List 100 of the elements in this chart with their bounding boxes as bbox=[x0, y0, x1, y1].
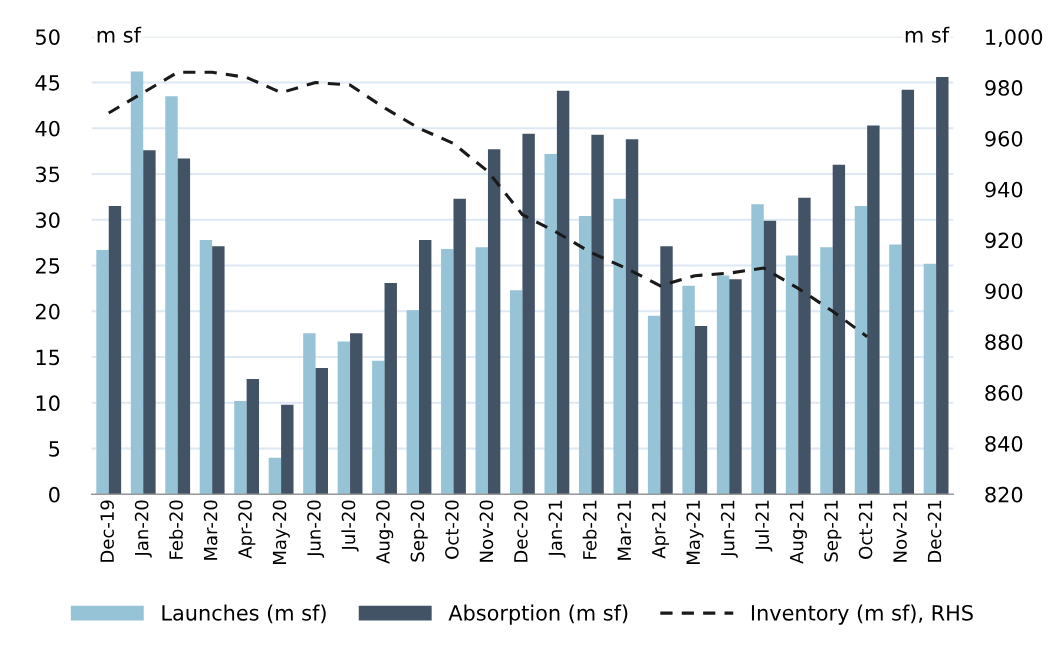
legend-label: Launches (m sf) bbox=[162, 604, 326, 624]
bar bbox=[936, 77, 949, 495]
legend-label: Absorption (m sf) bbox=[448, 604, 628, 625]
x-tick-label: Feb-21 bbox=[582, 500, 597, 559]
bar bbox=[487, 149, 501, 495]
bar bbox=[303, 333, 316, 495]
x-tick-label: Aug-20 bbox=[376, 500, 394, 564]
bar bbox=[510, 290, 523, 495]
x-tick-label: Jan-21 bbox=[548, 500, 566, 558]
bar bbox=[820, 247, 833, 495]
bar bbox=[315, 368, 328, 495]
x-tick-label: Apr-21 bbox=[651, 500, 670, 559]
bar bbox=[694, 325, 708, 495]
bar bbox=[682, 285, 695, 495]
y2-tick-label: 860 bbox=[985, 385, 1023, 401]
y2-tick-label: 960 bbox=[985, 130, 1023, 147]
bar bbox=[647, 315, 661, 495]
y2-tick-label: 920 bbox=[985, 232, 1023, 249]
bar bbox=[212, 246, 225, 495]
x-tick-label: Oct-21 bbox=[858, 500, 873, 559]
bar bbox=[281, 404, 294, 495]
bar bbox=[889, 244, 902, 495]
x-tick-label: Feb-20 bbox=[168, 500, 183, 559]
line-series bbox=[107, 70, 869, 339]
x-tick-label: Dec-19 bbox=[100, 500, 114, 562]
bar bbox=[372, 360, 385, 495]
bar bbox=[350, 333, 363, 495]
bar bbox=[453, 198, 466, 495]
bar bbox=[729, 279, 742, 495]
y-tick-label: 25 bbox=[35, 257, 60, 274]
x-tick-label: Mar-20 bbox=[203, 500, 218, 560]
y2-tick-label: 840 bbox=[985, 435, 1023, 452]
bar bbox=[660, 246, 673, 495]
y2-tick-label: 1,000 bbox=[986, 29, 1043, 48]
bar bbox=[419, 239, 432, 495]
y-tick-label: 30 bbox=[36, 212, 60, 228]
x-tick-label: Mar-21 bbox=[617, 500, 632, 560]
bar bbox=[522, 133, 535, 495]
y2-tick-label: 940 bbox=[985, 181, 1023, 198]
bar bbox=[544, 153, 557, 495]
bar bbox=[96, 249, 109, 495]
x-tick-label: Nov-21 bbox=[893, 500, 907, 562]
bar bbox=[923, 263, 937, 495]
annotation: m sf bbox=[905, 26, 950, 43]
bar bbox=[199, 239, 213, 495]
bar bbox=[556, 90, 570, 495]
bar bbox=[177, 158, 191, 495]
bar bbox=[591, 134, 604, 495]
y-tick-label: 10 bbox=[36, 395, 60, 412]
bar bbox=[832, 164, 846, 495]
bar bbox=[108, 206, 122, 495]
y-tick-label: 35 bbox=[36, 166, 60, 183]
x-tick-label: Dec-21 bbox=[927, 500, 942, 562]
bar bbox=[798, 197, 811, 495]
bar bbox=[625, 139, 639, 495]
x-tick-label: Dec-20 bbox=[514, 500, 528, 562]
x-tick-label: Apr-20 bbox=[238, 500, 256, 559]
x-tick-label: Aug-21 bbox=[789, 500, 807, 564]
bar bbox=[716, 275, 730, 495]
y-tick-label: 40 bbox=[35, 120, 60, 137]
bar bbox=[165, 96, 178, 495]
bar bbox=[854, 206, 868, 495]
x-tick-label: Sep-20 bbox=[410, 500, 428, 562]
bar bbox=[613, 198, 626, 495]
legend-label: Inventory (m sf), RHS bbox=[751, 604, 973, 625]
bar bbox=[785, 255, 799, 495]
y-tick-label: 0 bbox=[49, 486, 60, 503]
y-tick-label: 15 bbox=[36, 349, 60, 366]
bar bbox=[384, 282, 397, 495]
y2-tick-label: 880 bbox=[985, 334, 1023, 350]
bar bbox=[246, 379, 260, 495]
y-tick-label: 5 bbox=[49, 441, 60, 457]
x-tick-label: Jun-20 bbox=[307, 500, 325, 558]
x-tick-label: Jun-21 bbox=[720, 500, 738, 558]
x-tick-label: May-21 bbox=[686, 500, 704, 564]
bar bbox=[901, 89, 915, 495]
annotation: m sf bbox=[97, 26, 142, 43]
bar bbox=[867, 125, 880, 495]
x-tick-label: Nov-20 bbox=[479, 500, 494, 562]
bar bbox=[751, 204, 764, 495]
bar bbox=[406, 310, 419, 495]
bar bbox=[441, 249, 454, 495]
y-tick-label: 50 bbox=[36, 29, 60, 45]
x-tick-label: Jul-21 bbox=[755, 500, 773, 552]
bar bbox=[143, 150, 156, 495]
y2-tick-label: 980 bbox=[985, 80, 1023, 96]
x-tick-label: Oct-20 bbox=[445, 500, 459, 559]
y-tick-label: 45 bbox=[35, 75, 60, 91]
x-tick-label: Jan-20 bbox=[134, 500, 152, 558]
x-tick-label: Sep-21 bbox=[824, 500, 842, 562]
x-tick-label: May-20 bbox=[272, 500, 290, 564]
y2-tick-label: 900 bbox=[985, 283, 1023, 300]
bar bbox=[130, 71, 144, 495]
y-tick-label: 20 bbox=[35, 303, 60, 320]
bar bbox=[475, 247, 488, 495]
bar bbox=[268, 457, 282, 495]
bar bbox=[337, 341, 351, 495]
x-tick-label: Jul-20 bbox=[341, 500, 359, 552]
bar bbox=[234, 400, 247, 495]
bar bbox=[578, 216, 592, 495]
